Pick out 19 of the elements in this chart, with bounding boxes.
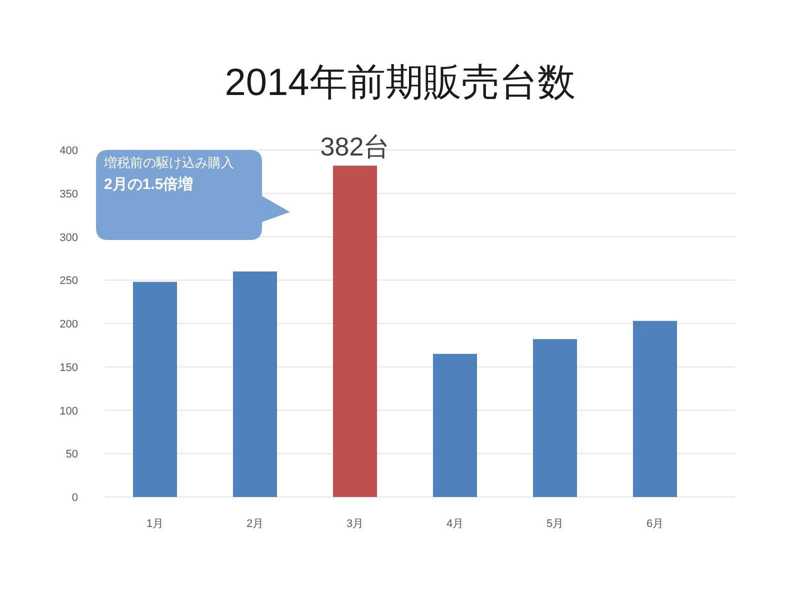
chart-title: 2014年前期販売台数 [224,62,576,104]
data-label: 382台 [320,132,390,162]
y-tick-label: 150 [60,362,78,374]
y-tick-label: 200 [60,318,78,330]
y-tick-label: 0 [72,492,78,504]
y-tick-label: 300 [60,232,78,244]
y-tick-label: 50 [66,448,78,461]
y-tick-label: 400 [60,145,78,157]
x-tick-label: 3月 [346,518,364,530]
x-tick-label: 1月 [146,518,164,530]
x-tick-label: 6月 [646,518,664,530]
x-tick-label: 5月 [546,518,564,530]
annotation: 増税前の駆け込み購入 [104,154,235,172]
x-tick-label: 2月 [246,518,264,530]
y-tick-label: 350 [60,188,78,200]
x-tick-label: 4月 [446,518,464,530]
annotation: 2月の1.5倍増 [104,176,194,194]
y-tick-label: 100 [60,405,78,418]
y-tick-label: 250 [60,275,78,288]
